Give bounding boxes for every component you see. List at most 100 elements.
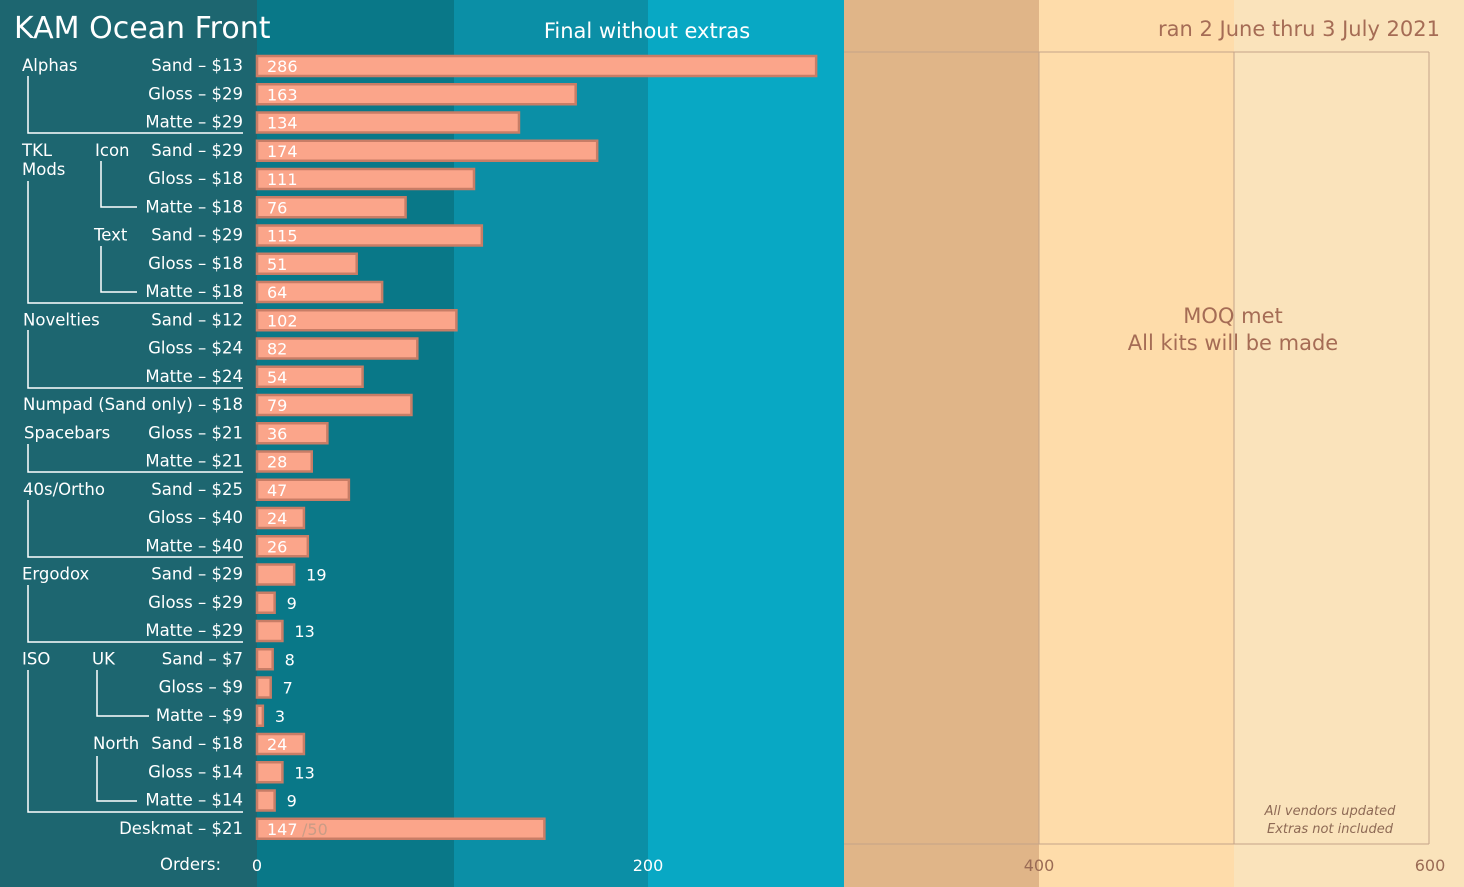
bar-11 [255, 365, 364, 388]
data-label-24: 24 [267, 735, 287, 754]
category-label-2: Matte – $29 [145, 113, 243, 132]
category-label-17: Matte – $40 [145, 536, 243, 555]
category-label-24: Sand – $18 [151, 734, 243, 753]
category-label-21: Sand – $7 [162, 649, 243, 668]
bar-24 [255, 732, 306, 756]
data-label-0: 286 [267, 57, 298, 76]
data-label-15: 47 [267, 481, 287, 500]
date-range: ran 2 June thru 3 July 2021 [1158, 17, 1440, 41]
group-label-2: Mods [22, 160, 65, 179]
x-tick-label-0: 0 [252, 856, 262, 875]
data-label-27: 147 [267, 820, 298, 839]
background-band-6 [1039, 0, 1234, 887]
category-label-15: Sand – $25 [151, 480, 243, 499]
bar-20 [255, 619, 284, 643]
category-label-5: Matte – $18 [145, 197, 243, 216]
data-label-9: 102 [267, 311, 298, 330]
moq-status-line-1: MOQ met [1183, 304, 1282, 328]
orders-axis-label: Orders: [160, 855, 221, 874]
category-label-26: Matte – $14 [145, 791, 243, 810]
bar-7 [255, 252, 358, 275]
bar-17 [255, 535, 310, 558]
bar-23 [255, 704, 265, 727]
data-label-20: 13 [294, 622, 314, 641]
data-label-22: 7 [283, 679, 293, 698]
bar-18 [255, 563, 296, 586]
data-label-6: 115 [267, 227, 298, 246]
category-label-1: Gloss – $29 [148, 84, 243, 103]
group-brackets [27, 76, 243, 813]
group-label-0: Alphas [22, 56, 78, 75]
group-label-4: Text [93, 226, 128, 245]
x-axis-ticks: 0 200 400 600 [252, 856, 1445, 875]
data-label-21: 8 [285, 650, 295, 669]
category-label-16: Gloss – $40 [148, 508, 243, 527]
category-label-9: Sand – $12 [151, 310, 243, 329]
category-label-11: Matte – $24 [145, 367, 243, 386]
bracket-uk [96, 670, 149, 717]
x-tick-label-1: 200 [633, 856, 664, 875]
bar-12 [255, 393, 413, 417]
background-band-5 [844, 0, 1039, 887]
data-label-1: 163 [267, 85, 298, 104]
row-labels: Sand – $13 Gloss – $29 Matte – $29 Sand – $… [21, 56, 243, 838]
x-tick-label-3: 600 [1415, 856, 1446, 875]
group-label-10: UK [92, 649, 116, 668]
data-label-11: 54 [267, 368, 287, 387]
category-label-12: Numpad (Sand only) – $18 [23, 395, 243, 414]
group-label-9: ISO [22, 649, 50, 668]
bracket-north [96, 756, 137, 802]
moq-frame [844, 51, 1430, 845]
category-label-18: Sand – $29 [151, 565, 243, 584]
bar-13 [255, 422, 329, 445]
bracket-tkl-mods [27, 181, 243, 304]
bracket-alphas [27, 76, 243, 134]
bar-25 [255, 761, 284, 784]
bracket-ergodox [27, 585, 243, 643]
category-label-3: Sand – $29 [151, 141, 243, 160]
bar-16 [255, 506, 306, 530]
data-label-17: 26 [267, 537, 287, 556]
data-label-10: 82 [267, 340, 287, 359]
category-label-7: Gloss – $18 [148, 254, 243, 273]
data-label-13: 36 [267, 424, 287, 443]
bar-4 [255, 167, 476, 191]
note-extras-not-included: Extras not included [1267, 822, 1394, 837]
bracket-text [100, 246, 137, 293]
bar-2 [255, 111, 521, 134]
category-label-22: Gloss – $9 [159, 678, 243, 697]
bar-3 [255, 139, 599, 162]
data-label-4: 111 [267, 170, 298, 189]
bracket-iso [27, 670, 243, 813]
bar-6 [255, 224, 484, 247]
group-label-11: North [93, 734, 139, 753]
data-label-5: 76 [267, 198, 287, 217]
group-label-8: Ergodox [22, 565, 90, 584]
category-label-23: Matte – $9 [156, 706, 243, 725]
bar-22 [255, 676, 272, 699]
category-label-10: Gloss – $24 [148, 339, 243, 358]
data-label-26: 9 [287, 792, 297, 811]
data-label-16: 24 [267, 509, 287, 528]
data-label-3: 174 [267, 142, 298, 161]
bar-19 [255, 591, 276, 614]
category-label-25: Gloss – $14 [148, 762, 243, 781]
background-band-4 [648, 0, 844, 887]
deskmat-goal-label: /50 [302, 820, 328, 839]
group-label-7: 40s/Ortho [23, 480, 105, 499]
background-band-1 [0, 0, 257, 887]
data-label-7: 51 [267, 255, 287, 274]
category-label-19: Gloss – $29 [148, 593, 243, 612]
bar-10 [255, 337, 419, 360]
data-label-8: 64 [267, 283, 287, 302]
bar-14 [255, 450, 313, 473]
category-label-27: Deskmat – $21 [119, 819, 243, 838]
data-label-19: 9 [287, 594, 297, 613]
bar-8 [255, 280, 384, 304]
category-label-13: Gloss – $21 [148, 423, 243, 442]
bar-27 [255, 817, 546, 840]
data-label-12: 79 [267, 396, 287, 415]
bar-9 [255, 309, 458, 332]
data-label-14: 28 [267, 453, 287, 472]
